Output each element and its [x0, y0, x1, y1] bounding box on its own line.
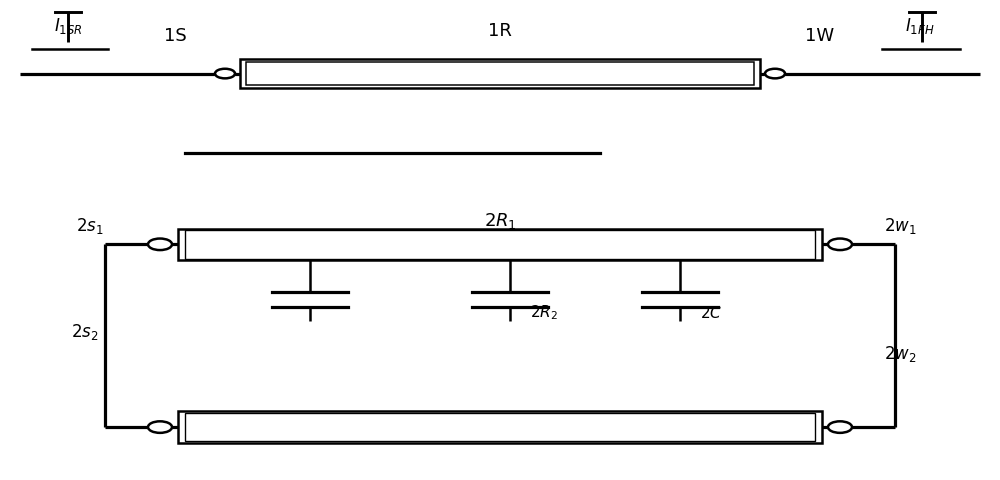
Circle shape [765, 70, 785, 79]
Bar [178, 411, 822, 443]
Text: $2R_2$: $2R_2$ [530, 303, 558, 321]
Text: $I_{1FH}$: $I_{1FH}$ [905, 16, 935, 36]
Bar [185, 413, 815, 442]
Bar [246, 63, 754, 86]
Text: $I_{1SR}$: $I_{1SR}$ [54, 16, 82, 36]
Circle shape [148, 421, 172, 433]
Bar [185, 230, 815, 259]
Circle shape [148, 239, 172, 251]
Text: 1R: 1R [488, 22, 512, 40]
Text: 1W: 1W [805, 27, 835, 45]
Bar [178, 229, 822, 260]
Text: 1S: 1S [164, 27, 186, 45]
Text: $2s_2$: $2s_2$ [71, 321, 99, 341]
Circle shape [828, 421, 852, 433]
Text: $2C$: $2C$ [700, 304, 722, 320]
Text: $2w_1$: $2w_1$ [884, 216, 916, 236]
Bar [240, 60, 760, 89]
Text: $2R_1$: $2R_1$ [484, 211, 516, 231]
Circle shape [215, 70, 235, 79]
Text: $2s_1$: $2s_1$ [76, 216, 104, 236]
Circle shape [828, 239, 852, 251]
Text: $2w_2$: $2w_2$ [884, 343, 916, 363]
